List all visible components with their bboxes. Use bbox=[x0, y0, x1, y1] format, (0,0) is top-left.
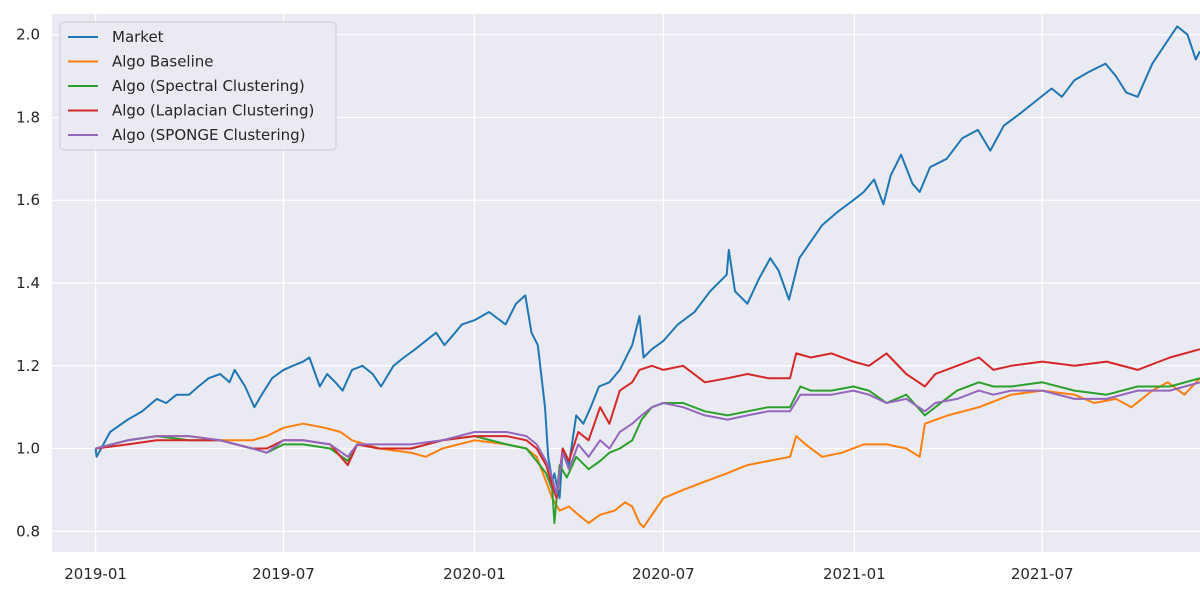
x-tick-label: 2020-01 bbox=[443, 565, 506, 583]
y-gridlines bbox=[52, 34, 1200, 532]
series-line-algo-sponge-clustering bbox=[95, 381, 1200, 496]
legend-label: Algo (Laplacian Clustering) bbox=[112, 102, 314, 120]
legend-box bbox=[59, 21, 337, 151]
series-line-algo-laplacian-clustering bbox=[95, 348, 1200, 500]
y-tick-label: 1.8 bbox=[16, 108, 40, 126]
x-tick-label: 2019-07 bbox=[252, 565, 315, 583]
y-axis-tick-labels: 0.8 1.0 1.2 1.4 1.6 1.8 2.0 bbox=[16, 26, 40, 541]
y-tick-label: 1.6 bbox=[16, 191, 40, 209]
y-tick-label: 2.0 bbox=[16, 26, 40, 44]
legend-label: Algo (Spectral Clustering) bbox=[112, 77, 305, 95]
x-tick-label: 2019-01 bbox=[64, 565, 127, 583]
x-axis-tick-labels: 2019-01 2019-07 2020-01 2020-07 2021-01 2021-… bbox=[64, 565, 1073, 583]
series-lines bbox=[94, 25, 1200, 529]
series-line-algo-baseline bbox=[95, 377, 1200, 529]
legend-label: Market bbox=[112, 28, 164, 46]
x-tick-label: 2020-07 bbox=[632, 565, 695, 583]
y-tick-label: 1.0 bbox=[16, 440, 40, 458]
legend-label: Algo (SPONGE Clustering) bbox=[112, 126, 306, 144]
x-tick-label: 2021-01 bbox=[823, 565, 886, 583]
x-tick-label: 2021-07 bbox=[1011, 565, 1074, 583]
series-line-market bbox=[94, 25, 1200, 500]
legend-label: Algo Baseline bbox=[112, 53, 214, 71]
y-tick-label: 1.2 bbox=[16, 357, 40, 375]
y-tick-label: 0.8 bbox=[16, 522, 40, 540]
y-tick-label: 1.4 bbox=[16, 274, 40, 292]
legend: Market Algo Baseline Algo (Spectral Cluste… bbox=[59, 21, 337, 151]
